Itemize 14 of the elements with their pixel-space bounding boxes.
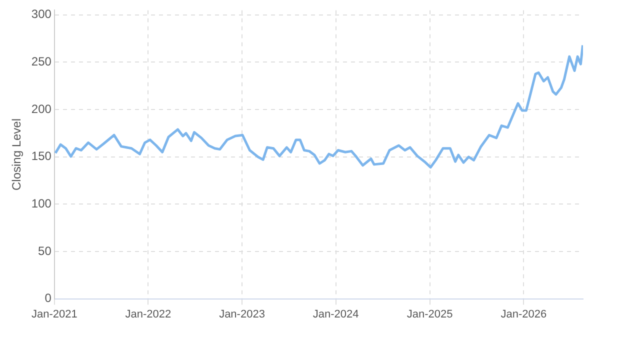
x-tick-label: Jan-2022: [125, 308, 172, 320]
y-tick-label: 250: [31, 54, 52, 69]
y-tick-label: 50: [38, 244, 52, 258]
y-axis-title: Closing Level: [10, 118, 24, 191]
x-tick-label: Jan-2025: [406, 308, 453, 320]
x-tick-label: Jan-2026: [500, 308, 547, 320]
y-tick-label: 300: [31, 7, 52, 22]
x-tick-label: Jan-2023: [219, 308, 265, 320]
y-tick-label: 200: [31, 102, 52, 116]
x-tick-label: Jan-2024: [312, 308, 359, 320]
y-tick-label: 0: [44, 291, 52, 306]
y-tick-label: 100: [31, 196, 52, 210]
y-tick-label: 150: [31, 149, 52, 164]
x-tick-label: Jan-2021: [31, 308, 78, 320]
